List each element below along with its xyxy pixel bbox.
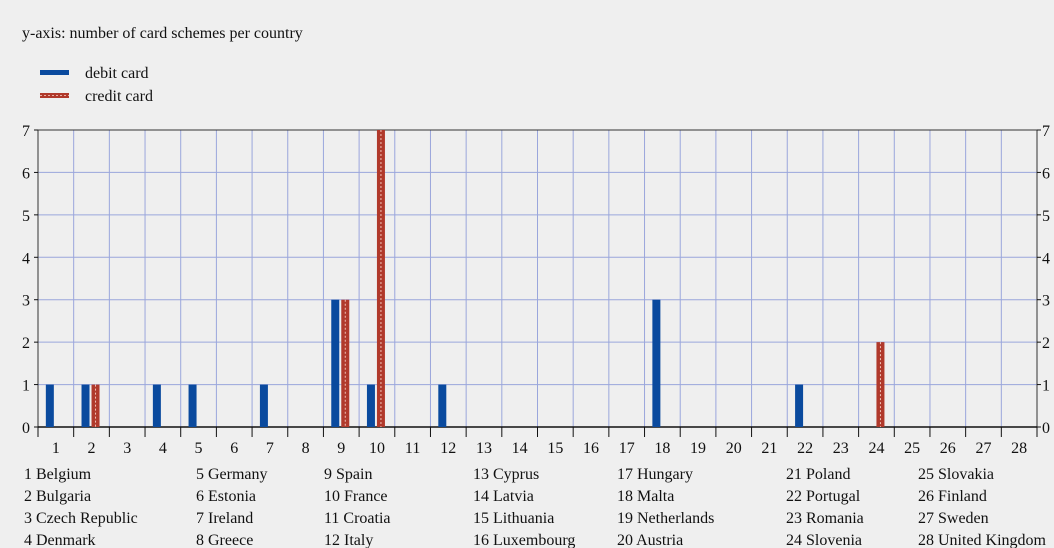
chart-subtitle: y-axis: number of card schemes per count… (22, 25, 303, 42)
legend-label-credit: credit card (85, 88, 153, 105)
country-key-item: 6 Estonia (196, 488, 256, 505)
country-key-item: 12 Italy (324, 532, 373, 548)
y-tick-label-right: 1 (1042, 378, 1050, 395)
x-tick-label: 6 (230, 440, 238, 457)
bar-credit-card (876, 342, 885, 427)
y-tick-label-left: 2 (22, 335, 30, 352)
y-tick-label-left: 4 (22, 250, 30, 267)
y-tick-label-left: 0 (22, 420, 30, 437)
x-tick-label: 4 (159, 440, 167, 457)
x-tick-label: 18 (654, 440, 670, 457)
bar-debit-card (795, 384, 804, 427)
x-tick-label: 8 (302, 440, 310, 457)
country-key-item: 13 Cyprus (473, 466, 539, 483)
x-tick-label: 11 (405, 440, 420, 457)
country-key-item: 19 Netherlands (617, 510, 714, 527)
y-tick-label-right: 7 (1042, 123, 1050, 140)
x-tick-label: 20 (726, 440, 742, 457)
x-tick-label: 12 (440, 440, 456, 457)
country-key-item: 17 Hungary (617, 466, 693, 483)
y-tick-label-right: 6 (1042, 165, 1050, 182)
x-tick-label: 16 (583, 440, 599, 457)
country-key-item: 10 France (324, 488, 388, 505)
bar-debit-card (259, 384, 268, 427)
x-tick-label: 23 (833, 440, 849, 457)
bar-debit-card (366, 384, 375, 427)
x-tick-label: 14 (512, 440, 528, 457)
x-tick-label: 24 (868, 440, 884, 457)
x-tick-label: 5 (195, 440, 203, 457)
x-tick-label: 22 (797, 440, 813, 457)
country-key-item: 18 Malta (617, 488, 674, 505)
x-tick-label: 9 (337, 440, 345, 457)
country-key-item: 1 Belgium (24, 466, 92, 483)
bar-debit-card (81, 384, 90, 427)
x-tick-label: 21 (761, 440, 777, 457)
y-tick-label-right: 4 (1042, 250, 1050, 267)
country-key-item: 26 Finland (918, 488, 987, 505)
country-key-item: 15 Lithuania (473, 510, 554, 527)
country-key-item: 23 Romania (786, 510, 864, 527)
x-tick-label: 10 (369, 440, 385, 457)
x-tick-label: 3 (123, 440, 131, 457)
legend-label-debit: debit card (85, 65, 149, 82)
country-key: 1 Belgium 2 Bulgaria 3 Czech Republic 4 Den… (24, 466, 1047, 548)
country-key-item: 28 United Kingdom (918, 532, 1047, 548)
x-tick-label: 26 (940, 440, 956, 457)
x-tick-label: 28 (1011, 440, 1027, 457)
y-tick-label-left: 6 (22, 165, 30, 182)
bar-credit-card (341, 299, 350, 427)
country-key-item: 8 Greece (196, 532, 253, 548)
bar-debit-card (652, 299, 661, 427)
y-tick-label-left: 7 (22, 123, 30, 140)
y-tick-label-left: 3 (22, 293, 30, 310)
y-tick-label-left: 1 (22, 378, 30, 395)
country-key-item: 4 Denmark (24, 532, 96, 548)
x-tick-label: 19 (690, 440, 706, 457)
country-key-item: 27 Sweden (918, 510, 989, 527)
bar-debit-card (152, 384, 161, 427)
country-key-item: 25 Slovakia (918, 466, 994, 483)
country-key-item: 7 Ireland (196, 510, 253, 527)
country-key-item: 22 Portugal (786, 488, 861, 505)
legend-swatch-debit (40, 70, 69, 75)
x-tick-label: 7 (266, 440, 274, 457)
x-tick-label: 17 (619, 440, 635, 457)
x-tick-label: 1 (52, 440, 60, 457)
x-tick-label: 13 (476, 440, 492, 457)
x-tick-label: 2 (88, 440, 96, 457)
bar-debit-card (331, 299, 340, 427)
legend: debit card credit card (40, 65, 153, 105)
country-key-item: 24 Slovenia (786, 532, 862, 548)
country-key-item: 20 Austria (617, 532, 683, 548)
country-key-item: 16 Luxembourg (473, 532, 575, 548)
country-key-item: 14 Latvia (473, 488, 534, 505)
country-key-item: 9 Spain (324, 466, 372, 483)
plot-area: 0 01 12 23 34 45 56 67 71 2 3 4 5 6 7 8 9 10 11 12 13 14 15 16 1… (22, 123, 1050, 457)
country-key-item: 21 Poland (786, 466, 850, 483)
y-tick-label-right: 2 (1042, 335, 1050, 352)
y-tick-label-right: 0 (1042, 420, 1050, 437)
country-key-item: 11 Croatia (324, 510, 391, 527)
x-tick-label: 25 (904, 440, 920, 457)
x-tick-label: 15 (547, 440, 563, 457)
bar-debit-card (45, 384, 54, 427)
bar-debit-card (188, 384, 197, 427)
y-tick-label-right: 3 (1042, 293, 1050, 310)
legend-swatch-credit (40, 93, 69, 98)
country-key-item: 2 Bulgaria (24, 488, 91, 505)
country-key-item: 5 Germany (196, 466, 268, 483)
bar-debit-card (438, 384, 447, 427)
country-key-item: 3 Czech Republic (24, 510, 138, 527)
y-tick-label-right: 5 (1042, 208, 1050, 225)
x-tick-label: 27 (975, 440, 991, 457)
y-tick-label-left: 5 (22, 208, 30, 225)
